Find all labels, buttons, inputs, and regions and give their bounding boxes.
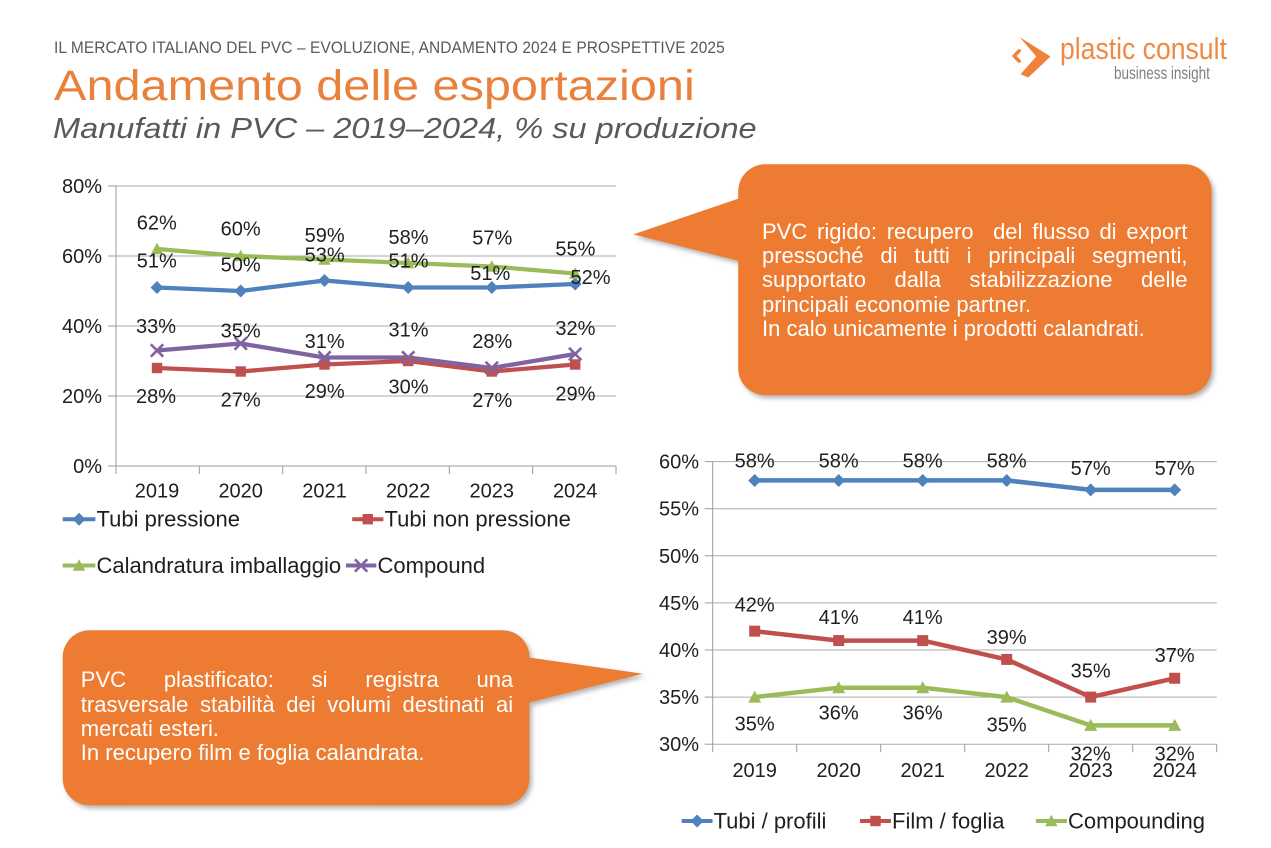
svg-text:29%: 29% [305,381,345,403]
svg-text:51%: 51% [137,251,177,273]
svg-text:33%: 33% [136,316,176,338]
svg-text:40%: 40% [659,640,699,662]
svg-text:57%: 57% [1155,458,1195,480]
svg-text:41%: 41% [819,607,859,629]
svg-text:2020: 2020 [816,760,861,782]
svg-text:2022: 2022 [984,760,1029,782]
svg-text:30%: 30% [659,734,699,756]
svg-text:Film / foglia: Film / foglia [892,808,1005,833]
svg-text:35%: 35% [1071,661,1111,683]
svg-text:35%: 35% [659,687,699,709]
svg-text:Tubi / profili: Tubi / profili [714,808,827,833]
svg-text:29%: 29% [555,383,595,405]
svg-text:2024: 2024 [553,481,598,503]
svg-text:28%: 28% [136,386,176,408]
svg-text:Tubi non pressione: Tubi non pressione [385,507,571,532]
svg-text:60%: 60% [221,219,261,241]
svg-text:50%: 50% [221,255,261,277]
svg-text:28%: 28% [472,331,512,353]
svg-text:2019: 2019 [135,481,180,503]
svg-text:35%: 35% [735,713,775,735]
svg-text:51%: 51% [470,263,510,285]
svg-text:52%: 52% [570,267,610,289]
svg-text:55%: 55% [659,499,699,521]
svg-text:60%: 60% [62,246,102,268]
svg-text:0%: 0% [73,456,102,478]
svg-text:36%: 36% [903,703,943,725]
svg-text:58%: 58% [819,450,859,472]
svg-text:45%: 45% [659,593,699,615]
svg-text:Tubi pressione: Tubi pressione [97,507,240,532]
svg-text:50%: 50% [659,546,699,568]
svg-text:58%: 58% [388,227,428,249]
svg-text:30%: 30% [388,377,428,399]
svg-text:32%: 32% [1155,744,1195,766]
svg-text:2021: 2021 [900,760,945,782]
svg-text:2024: 2024 [1152,760,1197,782]
svg-text:35%: 35% [221,321,261,343]
svg-text:58%: 58% [903,450,943,472]
svg-text:2019: 2019 [732,760,777,782]
svg-text:27%: 27% [221,389,261,411]
svg-text:2022: 2022 [386,481,431,503]
svg-text:2023: 2023 [470,481,515,503]
svg-text:51%: 51% [388,251,428,273]
svg-text:Compounding: Compounding [1068,808,1205,833]
svg-text:2021: 2021 [302,481,347,503]
svg-text:60%: 60% [659,452,699,474]
svg-text:58%: 58% [735,450,775,472]
svg-text:2020: 2020 [218,481,263,503]
svg-text:32%: 32% [555,318,595,340]
svg-text:27%: 27% [472,390,512,412]
svg-text:Calandratura imballaggio: Calandratura imballaggio [97,553,342,578]
svg-text:31%: 31% [305,331,345,353]
svg-text:20%: 20% [62,386,102,408]
svg-text:32%: 32% [1071,744,1111,766]
svg-text:80%: 80% [62,176,102,198]
svg-text:55%: 55% [555,238,595,260]
svg-text:41%: 41% [903,607,943,629]
svg-text:57%: 57% [472,228,512,250]
svg-text:2023: 2023 [1068,760,1113,782]
svg-text:Compound: Compound [378,553,486,578]
svg-text:31%: 31% [388,320,428,342]
svg-text:59%: 59% [305,225,345,247]
svg-text:58%: 58% [987,450,1027,472]
svg-text:39%: 39% [987,627,1027,649]
svg-text:62%: 62% [137,213,177,235]
svg-text:42%: 42% [735,594,775,616]
svg-text:53%: 53% [305,244,345,266]
svg-text:37%: 37% [1155,645,1195,667]
svg-text:35%: 35% [987,714,1027,736]
svg-text:36%: 36% [819,703,859,725]
svg-text:57%: 57% [1071,458,1111,480]
svg-text:40%: 40% [62,316,102,338]
